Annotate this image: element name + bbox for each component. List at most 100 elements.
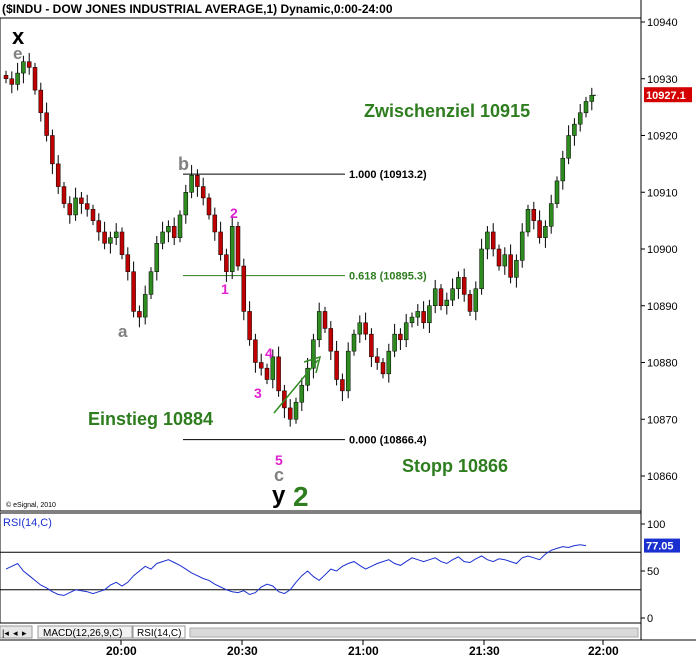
candle xyxy=(195,169,200,197)
rsi-line xyxy=(5,544,587,596)
note-einstieg: Einstieg 10884 xyxy=(88,409,213,429)
fibonacci-levels: 1.000 (10913.2) 0.618 (10895.3) 0.000 (108… xyxy=(183,169,427,447)
candle xyxy=(490,223,496,257)
candle xyxy=(90,204,96,226)
candle xyxy=(369,328,374,368)
y-tick-label: 10920 xyxy=(647,131,678,143)
nav-next-icon[interactable]: ▸ xyxy=(22,628,27,638)
candle xyxy=(119,227,125,260)
candle xyxy=(479,238,484,295)
candle xyxy=(427,299,432,333)
candle xyxy=(218,221,223,261)
candle xyxy=(305,357,310,392)
wave-label-b: b xyxy=(178,154,189,174)
candle xyxy=(142,285,148,325)
candle xyxy=(26,52,32,75)
candle xyxy=(421,301,426,329)
wave-label-4: 4 xyxy=(265,345,273,361)
svg-text:10927.1: 10927.1 xyxy=(646,90,686,102)
rsi-label: RSI(14,C) xyxy=(3,517,52,529)
candle xyxy=(525,204,531,237)
candle xyxy=(67,196,73,224)
y-tick-label: 10870 xyxy=(647,414,678,426)
fib-label: 1.000 (10913.2) xyxy=(349,169,427,181)
time-x-axis: 20:00 20:30 21:00 21:30 22:00 xyxy=(106,640,619,658)
candle xyxy=(212,207,218,241)
candle xyxy=(148,267,154,299)
candle xyxy=(583,96,589,118)
candle xyxy=(456,271,461,299)
candle xyxy=(340,373,345,402)
candle xyxy=(386,343,392,383)
price-y-axis: 10860 10870 10880 10890 10900 10910 10920 10930… xyxy=(641,17,678,483)
candle xyxy=(229,217,235,280)
wave-label-y: y xyxy=(272,482,286,509)
tab-macd[interactable] xyxy=(37,625,133,639)
y-tick-label: 10910 xyxy=(647,187,678,199)
x-tick-label: 20:00 xyxy=(106,644,137,658)
candle xyxy=(287,399,293,427)
candle xyxy=(311,333,316,379)
candle xyxy=(102,221,107,250)
rsi-tick-label: 100 xyxy=(647,519,665,531)
candle xyxy=(166,220,171,243)
candle xyxy=(50,129,55,175)
candle xyxy=(537,210,542,244)
candle xyxy=(543,220,548,248)
candle xyxy=(189,165,194,199)
candle xyxy=(496,244,502,271)
candle xyxy=(21,55,26,84)
candle xyxy=(171,217,177,246)
candle xyxy=(224,248,229,282)
x-tick-label: 20:30 xyxy=(227,644,258,658)
candle xyxy=(177,210,183,243)
candle xyxy=(461,268,467,302)
candle xyxy=(450,278,455,307)
rsi-levels xyxy=(0,551,641,591)
candle xyxy=(84,194,90,217)
candle xyxy=(415,304,421,326)
rsi-tick-label: 0 xyxy=(647,613,653,625)
candle xyxy=(328,321,334,360)
candle xyxy=(270,349,276,389)
candle xyxy=(560,150,566,190)
last-price-badge: 10927.1 xyxy=(644,87,692,103)
y-tick-label: 10900 xyxy=(647,244,678,256)
candle xyxy=(44,102,49,142)
candle xyxy=(235,221,241,271)
x-tick-label: 21:30 xyxy=(469,644,500,658)
candle xyxy=(554,176,560,209)
candle xyxy=(125,247,131,281)
candle xyxy=(345,342,351,399)
candle xyxy=(183,184,189,224)
nav-prev-icon[interactable]: ◂ xyxy=(13,628,18,638)
candle xyxy=(241,258,247,321)
note-zwischenziel: Zwischenziel 10915 xyxy=(364,101,530,121)
candle xyxy=(473,281,479,321)
y-tick-label: 10890 xyxy=(647,301,678,313)
tab-scrollbar[interactable] xyxy=(189,627,639,638)
candle xyxy=(572,118,577,146)
price-panel xyxy=(0,17,642,512)
rsi-y-axis: 0 50 100 xyxy=(641,519,665,625)
candle xyxy=(299,377,305,412)
trend-arrow xyxy=(273,355,322,414)
tab-rsi[interactable] xyxy=(132,625,186,639)
candle xyxy=(200,177,206,206)
wave-label-3: 3 xyxy=(254,385,262,401)
tab-strip: |◂ ◂ ▸ MACD(12,26,9,C) RSI(14,C) xyxy=(0,625,639,639)
tab-macd-label: MACD(12,26,9,C) xyxy=(43,628,122,639)
candle xyxy=(293,397,299,424)
copyright: © eSignal, 2010 xyxy=(6,501,56,509)
x-tick-label: 21:00 xyxy=(348,644,379,658)
nav-first-icon[interactable]: |◂ xyxy=(2,628,9,638)
candle xyxy=(485,226,490,260)
wave-label-1: 1 xyxy=(221,281,229,297)
candle xyxy=(55,155,61,194)
candle xyxy=(253,333,258,373)
fib-label: 0.000 (10866.4) xyxy=(349,435,427,447)
candle xyxy=(61,182,67,209)
candle xyxy=(264,363,270,385)
wave-label-2-small: 2 xyxy=(230,205,238,221)
